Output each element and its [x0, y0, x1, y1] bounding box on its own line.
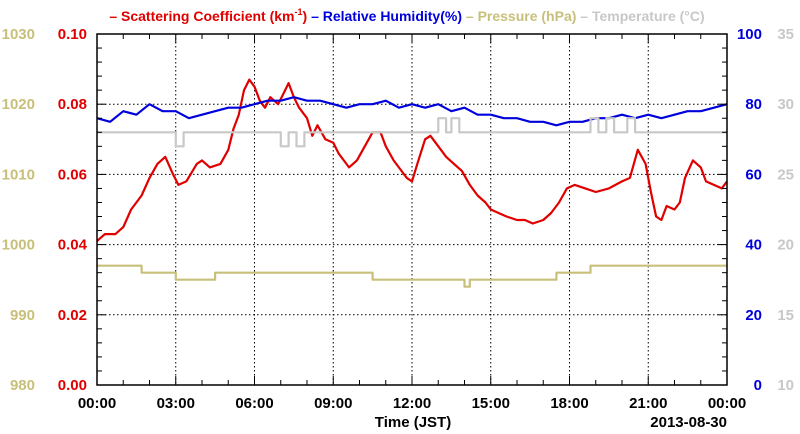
x-tick-label: 09:00 [314, 395, 352, 412]
legend-entry: – Relative Humidity(%) [311, 8, 462, 24]
legend: – Scattering Coefficient (km-1) – Relati… [109, 7, 704, 24]
humidity-tick-label: 20 [745, 307, 762, 324]
temperature-tick-label: 25 [777, 166, 794, 183]
scattering-tick-label: 0.02 [58, 307, 87, 324]
x-tick-label: 06:00 [235, 395, 273, 412]
humidity-tick-label: 100 [737, 26, 762, 43]
pressure-tick-label: 1000 [2, 237, 35, 254]
scattering-tick-label: 0.10 [58, 26, 87, 43]
legend-superscript: -1 [294, 7, 302, 17]
legend-entry: – Scattering Coefficient (km [109, 8, 294, 24]
x-tick-label: 00:00 [78, 395, 116, 412]
legend-text: – Scattering Coefficient (km-1) – Relati… [109, 7, 704, 24]
humidity-tick-label: 60 [745, 166, 762, 183]
humidity-tick-label: 80 [745, 96, 762, 113]
time-series-chart: – Scattering Coefficient (km-1) – Relati… [0, 0, 800, 434]
legend-entry: – Pressure (hPa) [466, 8, 577, 24]
scattering-tick-label: 0.08 [58, 96, 87, 113]
x-tick-label: 12:00 [393, 395, 431, 412]
scattering-tick-label: 0.00 [58, 377, 87, 394]
x-tick-label: 18:00 [550, 395, 588, 412]
temperature-tick-label: 35 [777, 26, 794, 43]
pressure-tick-label: 980 [10, 377, 35, 394]
humidity-tick-label: 0 [754, 377, 762, 394]
pressure-tick-label: 990 [10, 307, 35, 324]
date-label: 2013-08-30 [650, 414, 727, 431]
pressure-tick-label: 1030 [2, 26, 35, 43]
temperature-tick-label: 15 [777, 307, 794, 324]
grid [97, 34, 727, 385]
x-tick-label: 15:00 [472, 395, 510, 412]
scattering-tick-label: 0.04 [58, 237, 88, 254]
pressure-tick-label: 1010 [2, 166, 35, 183]
pressure-tick-label: 1020 [2, 96, 35, 113]
x-tick-label: 21:00 [629, 395, 667, 412]
x-axis-title: Time (JST) [375, 414, 451, 431]
legend-entry: – Temperature (°C) [580, 8, 704, 24]
series-line [97, 266, 727, 287]
temperature-tick-label: 10 [777, 377, 794, 394]
x-tick-label: 00:00 [708, 395, 746, 412]
temperature-tick-label: 20 [777, 237, 794, 254]
humidity-tick-label: 40 [745, 237, 762, 254]
temperature-tick-label: 30 [777, 96, 794, 113]
x-tick-label: 03:00 [157, 395, 195, 412]
axis-labels: 00:00 03:00 06:00 09:00 12:00 15:00 18:00 21:00… [2, 26, 794, 412]
scattering-tick-label: 0.06 [58, 166, 87, 183]
